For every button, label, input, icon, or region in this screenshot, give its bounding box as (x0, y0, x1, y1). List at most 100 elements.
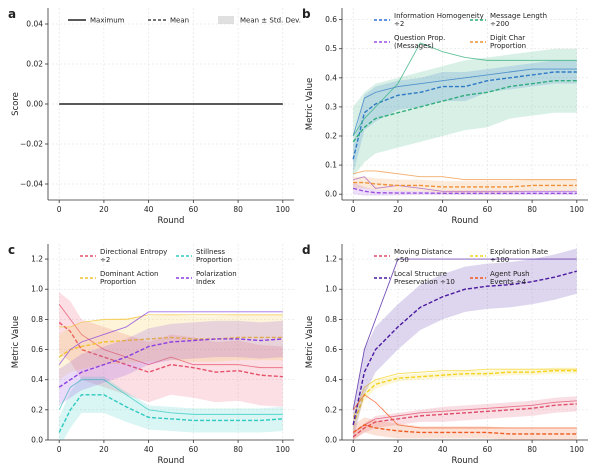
legend-label: Question Prop. (Messages) (394, 34, 445, 50)
legend-label: Dominant Action Proportion (100, 270, 159, 286)
x-tick-label: 40 (438, 205, 448, 214)
x-tick-label: 40 (438, 445, 448, 454)
legend-label-line: ÷200 (490, 20, 509, 28)
max-line (352, 394, 577, 429)
legend-label: Agent Push Events ÷4 (490, 270, 530, 286)
mean-line (58, 394, 283, 433)
x-tick-label: 80 (527, 205, 537, 214)
legend-label-line: ÷100 (490, 256, 509, 264)
panel-a: a 0 20 40 60 80 100 −0.04 −0.02 0.00 0.02 0.04 Round… (8, 7, 301, 226)
x-tick-label: 100 (570, 205, 585, 214)
y-tick-label: 0.8 (325, 315, 337, 324)
y-tick-label: 0.5 (325, 44, 337, 53)
y-tick-label: 0.02 (26, 60, 43, 69)
max-line (58, 304, 283, 369)
y-tick-label: −0.04 (20, 180, 43, 189)
legend-label: Information Homogeneity ÷2 (394, 12, 484, 28)
x-tick-label: 100 (276, 445, 291, 454)
panel-c: c 0 20 40 60 80 100 0.0 0.2 0.4 0.6 0.8 1.0 1.2 Round M… (8, 243, 294, 466)
legend-label: Directional Entropy ÷2 (100, 248, 167, 264)
panel-b: b 0 20 40 60 80 100 0.0 0.1 0.2 0.3 0.4 0.5 0.6 Round M… (302, 7, 588, 226)
legend-label: Mean (170, 17, 189, 25)
x-tick-label: 80 (233, 205, 243, 214)
legend-label: Local Structure Preservation ÷10 (394, 270, 455, 286)
y-tick-label: 0.6 (31, 345, 43, 354)
x-tick-label: 60 (483, 445, 493, 454)
x-axis-label: Round (158, 216, 185, 226)
series-1 (58, 376, 283, 440)
series-3 (353, 170, 577, 193)
max-line (58, 379, 283, 415)
x-tick-label: 80 (527, 445, 537, 454)
y-tick-label: 0.8 (31, 315, 43, 324)
legend-label: Maximum (90, 17, 125, 25)
max-line (352, 68, 577, 137)
max-line (353, 176, 577, 192)
mean-line (352, 80, 577, 143)
y-tick-label: 0.0 (31, 436, 43, 445)
y-tick-label: 1.2 (325, 255, 337, 264)
series-3 (352, 394, 577, 440)
legend-label-line: Proportion (490, 42, 526, 50)
legend-label-line: Preservation ÷10 (394, 278, 455, 286)
legend-label-line: Dominant Action (100, 270, 159, 278)
legend-label-line: Events ÷4 (490, 278, 527, 286)
x-tick-label: 20 (393, 205, 403, 214)
legend-label: Digit Char Proportion (490, 34, 526, 50)
legend-label-line: Index (196, 278, 215, 286)
y-axis-label: Metric Value (305, 316, 315, 368)
legend-label: Moving Distance ÷50 (394, 248, 452, 264)
x-tick-label: 20 (393, 445, 403, 454)
y-tick-label: 0.1 (325, 161, 337, 170)
legend-label-line: ÷2 (100, 256, 110, 264)
x-tick-label: 20 (99, 205, 109, 214)
max-line (352, 258, 577, 410)
std-band (353, 60, 577, 174)
x-axis-label: Round (452, 456, 479, 466)
mean-line (353, 181, 577, 188)
y-tick-label: 0.4 (325, 375, 337, 384)
y-tick-label: 0.6 (325, 345, 337, 354)
mean-line (58, 321, 283, 378)
panel-letter: c (8, 243, 15, 257)
x-tick-label: 60 (189, 445, 199, 454)
x-axis-label: Round (452, 216, 479, 226)
max-line (58, 311, 283, 365)
std-band (353, 176, 577, 193)
plot-area (352, 248, 578, 440)
series-0 (352, 60, 577, 174)
plot-area (58, 292, 283, 440)
y-tick-label: 1.0 (325, 285, 337, 294)
x-tick-label: 100 (276, 205, 291, 214)
max-line (352, 368, 577, 418)
mean-line (352, 369, 577, 426)
legend-label-line: Stillness (196, 248, 225, 256)
y-tick-label: 0.04 (26, 20, 43, 29)
legend-label-line: Polarization (196, 270, 237, 278)
mean-line (58, 336, 283, 358)
legend-label-line: Proportion (100, 278, 136, 286)
legend-swatch-band (218, 16, 234, 24)
y-tick-label: 0.6 (325, 15, 337, 24)
legend-label-line: Local Structure (394, 270, 447, 278)
x-tick-label: 0 (57, 205, 62, 214)
x-tick-label: 0 (57, 445, 62, 454)
mean-line (352, 270, 578, 426)
max-line (59, 314, 283, 328)
x-tick-label: 100 (570, 445, 585, 454)
legend-label: Polarization Index (196, 270, 237, 286)
max-line (352, 42, 577, 137)
legend-label: Mean ± Std. Dev. (240, 17, 301, 25)
x-tick-label: 40 (144, 445, 154, 454)
panel-letter: b (302, 7, 311, 21)
plot-area (352, 42, 577, 196)
y-tick-label: −0.02 (20, 140, 43, 149)
y-tick-label: 1.0 (31, 285, 43, 294)
legend-label-line: Question Prop. (394, 34, 445, 42)
std-band (353, 396, 577, 440)
legend-label-line: Proportion (196, 256, 232, 264)
legend-label-line: Message Length (490, 12, 547, 20)
series-3 (58, 311, 283, 406)
